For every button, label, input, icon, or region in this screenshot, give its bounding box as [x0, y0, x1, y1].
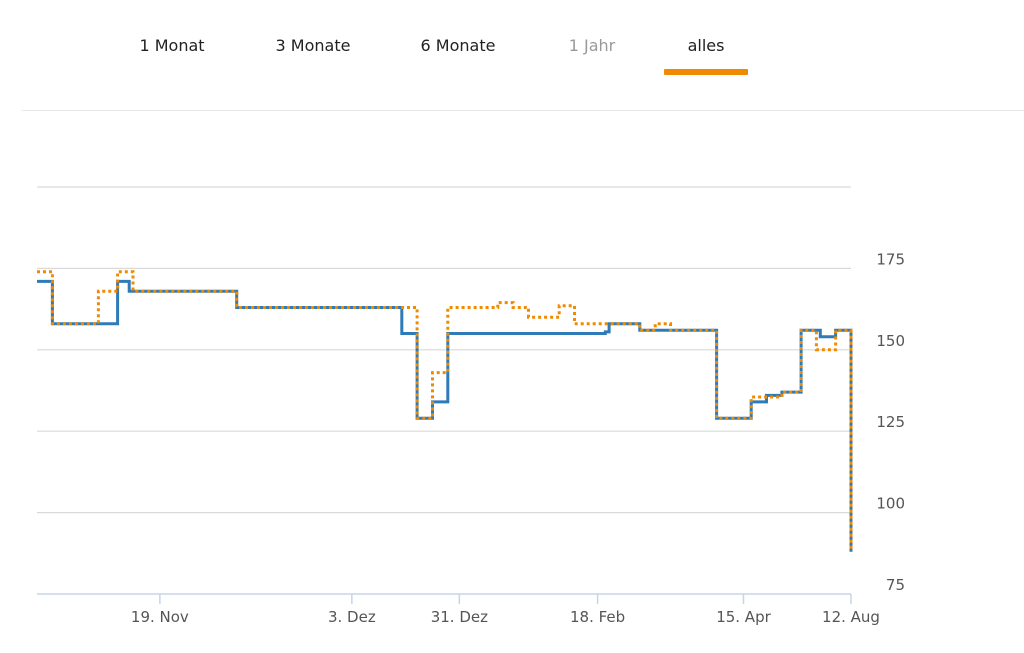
x-tick-label: 19. Nov	[131, 608, 189, 626]
x-tick-label: 18. Feb	[570, 608, 625, 626]
series-solid-line	[37, 279, 853, 552]
y-tick-label: 100	[876, 495, 905, 513]
y-tick-labels: 75 100 125 150 175	[876, 250, 905, 594]
y-tick-label: 125	[876, 413, 905, 431]
y-tick-label: 150	[876, 332, 905, 350]
tab-6-monate[interactable]: 6 Monate	[420, 36, 496, 55]
x-tick-label: 31. Dez	[431, 608, 488, 626]
x-tick-label: 3. Dez	[328, 608, 376, 626]
tab-1-monat[interactable]: 1 Monat	[139, 36, 205, 55]
x-tick-labels: 19. Nov 3. Dez 31. Dez 18. Feb 15. Apr 12. Au…	[131, 608, 880, 626]
y-tick-label: 75	[886, 576, 905, 594]
x-tick-label: 15. Apr	[716, 608, 771, 626]
grid-lines	[37, 186, 851, 514]
series-dotted-line	[37, 270, 853, 552]
tab-alles[interactable]: alles	[687, 36, 725, 55]
active-tab-indicator	[664, 69, 748, 75]
series-lines	[37, 270, 853, 552]
x-tick-label: 12. Aug	[822, 608, 880, 626]
y-tick-label: 175	[876, 250, 905, 268]
tabs-divider	[22, 110, 1024, 111]
tab-1-jahr[interactable]: 1 Jahr	[568, 36, 616, 55]
x-axis	[37, 593, 852, 604]
time-range-tabs: 1 Monat 3 Monate 6 Monate 1 Jahr alles	[0, 0, 1024, 111]
tab-3-monate[interactable]: 3 Monate	[275, 36, 351, 55]
